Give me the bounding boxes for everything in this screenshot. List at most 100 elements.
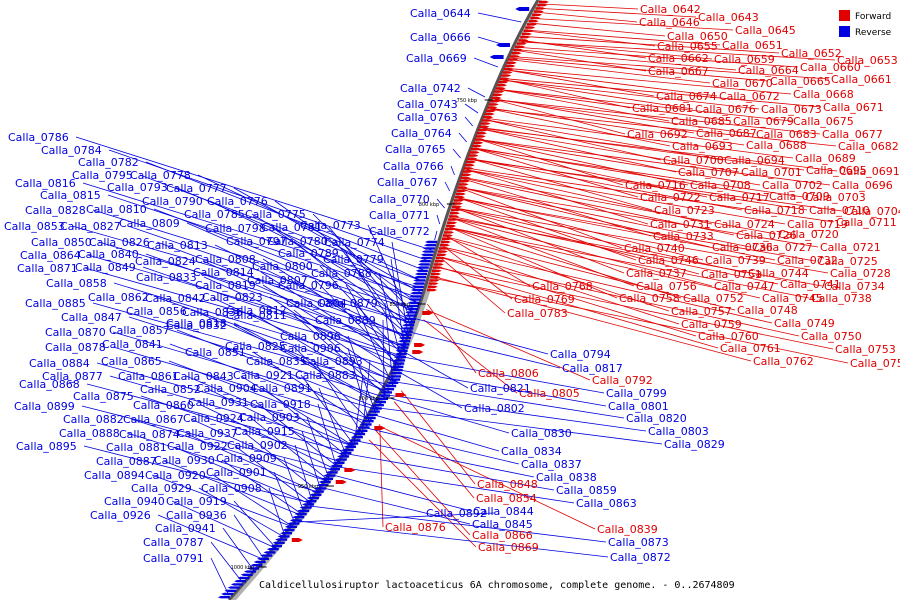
reverse-gene-label[interactable]: Calla_0929 — [131, 482, 192, 495]
reverse-gene-label[interactable]: Calla_0877 — [42, 370, 103, 383]
reverse-gene-label[interactable]: Calla_0808 — [195, 253, 256, 266]
forward-gene-label[interactable]: Calla_0756 — [636, 280, 697, 293]
forward-gene-label[interactable]: Calla_0702 — [762, 179, 823, 192]
reverse-gene-label[interactable]: Calla_0785 — [184, 208, 245, 221]
forward-gene-label[interactable]: Calla_0806 — [478, 367, 539, 380]
forward-gene-label[interactable]: Calla_0749 — [774, 317, 835, 330]
reverse-gene-label[interactable]: Calla_0828 — [25, 204, 86, 217]
reverse-gene-label[interactable]: Calla_0837 — [521, 458, 582, 471]
forward-gene-label[interactable]: Calla_0671 — [823, 101, 884, 114]
reverse-gene-label[interactable]: Calla_0798 — [205, 222, 266, 235]
reverse-gene-label[interactable]: Calla_0814 — [193, 266, 254, 279]
forward-gene-label[interactable]: Calla_0662 — [648, 52, 709, 65]
forward-gene-label[interactable]: Calla_0673 — [761, 103, 822, 116]
forward-gene-label[interactable]: Calla_0691 — [839, 165, 900, 178]
reverse-gene-label[interactable]: Calla_0796 — [278, 279, 339, 292]
reverse-gene-label[interactable]: Calla_0779 — [323, 253, 384, 266]
forward-gene-label[interactable]: Calla_0751 — [701, 268, 762, 281]
forward-gene-label[interactable]: Calla_0728 — [830, 267, 891, 280]
reverse-gene-label[interactable]: Calla_0841 — [102, 338, 163, 351]
reverse-gene-label[interactable]: Calla_0868 — [19, 378, 80, 391]
reverse-gene-label[interactable]: Calla_0870 — [45, 326, 106, 339]
reverse-gene-label[interactable]: Calla_0865 — [101, 355, 162, 368]
reverse-gene-label[interactable]: Calla_0888 — [59, 427, 120, 440]
reverse-gene-label[interactable]: Calla_0743 — [397, 98, 458, 111]
reverse-gene-label[interactable]: Calla_0908 — [201, 482, 262, 495]
reverse-gene-label[interactable]: Calla_0922 — [167, 440, 228, 453]
reverse-gene-label[interactable]: Calla_0786 — [8, 131, 69, 144]
reverse-gene-label[interactable]: Calla_0936 — [166, 509, 227, 522]
reverse-gene-label[interactable]: Calla_0891 — [251, 382, 312, 395]
reverse-gene-label[interactable]: Calla_0941 — [155, 522, 216, 535]
reverse-gene-label[interactable]: Calla_0847 — [61, 311, 122, 324]
forward-gene-label[interactable]: Calla_0745 — [762, 292, 823, 305]
forward-gene-label[interactable]: Calla_0704 — [844, 205, 900, 218]
reverse-gene-label[interactable]: Calla_0789 — [278, 247, 339, 260]
forward-gene-label[interactable]: Calla_0651 — [722, 39, 783, 52]
reverse-gene-label[interactable]: Calla_0895 — [16, 440, 77, 453]
reverse-gene-label[interactable]: Calla_0906 — [280, 342, 341, 355]
reverse-gene-label[interactable]: Calla_0901 — [206, 466, 267, 479]
forward-gene-label[interactable]: Calla_0726 — [736, 229, 797, 242]
reverse-gene-label[interactable]: Calla_0904 — [196, 382, 257, 395]
forward-gene-label[interactable]: Calla_0760 — [698, 330, 759, 343]
forward-gene-label[interactable]: Calla_0672 — [719, 90, 780, 103]
forward-gene-label[interactable]: Calla_0740 — [624, 242, 685, 255]
forward-gene-label[interactable]: Calla_0642 — [640, 3, 701, 16]
reverse-gene-label[interactable]: Calla_0820 — [626, 412, 687, 425]
forward-gene-label[interactable]: Calla_0688 — [746, 139, 807, 152]
reverse-gene-label[interactable]: Calla_0809 — [119, 217, 180, 230]
forward-gene-label[interactable]: Calla_0675 — [793, 115, 854, 128]
reverse-gene-label[interactable]: Calla_0918 — [250, 398, 311, 411]
reverse-gene-label[interactable]: Calla_0920 — [145, 469, 206, 482]
reverse-gene-label[interactable]: Calla_0882 — [63, 413, 124, 426]
reverse-gene-label[interactable]: Calla_0902 — [227, 439, 288, 452]
forward-gene-label[interactable]: Calla_0724 — [714, 218, 775, 231]
reverse-gene-label[interactable]: Calla_0842 — [145, 292, 206, 305]
forward-gene-label[interactable]: Calla_0866 — [472, 529, 533, 542]
reverse-gene-label[interactable]: Calla_0826 — [89, 236, 150, 249]
forward-gene-label[interactable]: Calla_0876 — [385, 521, 446, 534]
reverse-gene-label[interactable]: Calla_0921 — [233, 369, 294, 382]
forward-gene-label[interactable]: Calla_0732 — [777, 254, 838, 267]
forward-gene-label[interactable]: Calla_0757 — [671, 305, 732, 318]
reverse-gene-label[interactable]: Calla_0859 — [556, 484, 617, 497]
reverse-gene-label[interactable]: Calla_0830 — [511, 427, 572, 440]
forward-gene-label[interactable]: Calla_0687 — [696, 127, 757, 140]
reverse-gene-label[interactable]: Calla_0871 — [17, 262, 78, 275]
reverse-gene-label[interactable]: Calla_0780 — [267, 235, 328, 248]
forward-gene-label[interactable]: Calla_0650 — [667, 30, 728, 43]
forward-gene-label[interactable]: Calla_0720 — [778, 228, 839, 241]
reverse-gene-label[interactable]: Calla_0781 — [261, 221, 322, 234]
reverse-gene-label[interactable]: Calla_0811 — [226, 309, 287, 322]
reverse-gene-label[interactable]: Calla_0864 — [20, 249, 81, 262]
reverse-gene-label[interactable]: Calla_0851 — [185, 346, 246, 359]
reverse-gene-label[interactable]: Calla_0824 — [135, 255, 196, 268]
reverse-gene-label[interactable]: Calla_0874 — [119, 428, 180, 441]
reverse-gene-label[interactable]: Calla_0829 — [664, 438, 725, 451]
forward-gene-label[interactable]: Calla_0677 — [822, 128, 883, 141]
reverse-gene-label[interactable]: Calla_0840 — [78, 248, 139, 261]
reverse-gene-label[interactable]: Calla_0794 — [550, 348, 611, 361]
forward-gene-label[interactable]: Calla_0643 — [698, 11, 759, 24]
forward-gene-label[interactable]: Calla_0685 — [671, 115, 732, 128]
forward-gene-label[interactable]: Calla_0741 — [780, 278, 841, 291]
reverse-gene-label[interactable]: Calla_0793 — [107, 181, 168, 194]
forward-gene-label[interactable]: Calla_0734 — [824, 280, 885, 293]
reverse-gene-label[interactable]: Calla_0742 — [400, 82, 461, 95]
reverse-gene-label[interactable]: Calla_0931 — [188, 396, 249, 409]
reverse-gene-label[interactable]: Calla_0843 — [173, 370, 234, 383]
reverse-gene-label[interactable]: Calla_0827 — [60, 220, 121, 233]
forward-gene-label[interactable]: Calla_0665 — [770, 75, 831, 88]
forward-gene-label[interactable]: Calla_0694 — [724, 154, 785, 167]
reverse-gene-label[interactable]: Calla_0924 — [183, 412, 244, 425]
reverse-gene-label[interactable]: Calla_0881 — [106, 441, 167, 454]
reverse-gene-label[interactable]: Calla_0857 — [109, 324, 170, 337]
reverse-gene-label[interactable]: Calla_0817 — [562, 362, 623, 375]
reverse-gene-label[interactable]: Calla_0861 — [118, 370, 179, 383]
reverse-gene-label[interactable]: Calla_0775 — [245, 208, 306, 221]
reverse-gene-label[interactable]: Calla_0878 — [45, 341, 106, 354]
forward-gene-label[interactable]: Calla_0693 — [672, 140, 733, 153]
reverse-gene-label[interactable]: Calla_0773 — [300, 219, 361, 232]
reverse-gene-label[interactable]: Calla_0858 — [46, 277, 107, 290]
